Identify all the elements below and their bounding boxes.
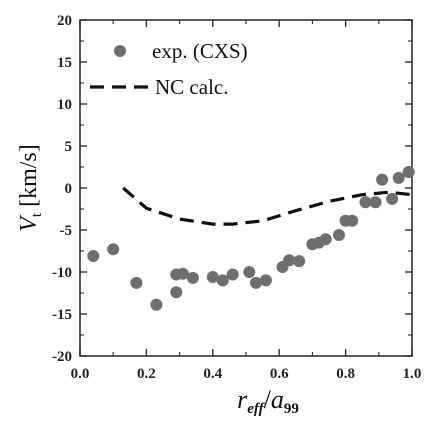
- x-label-sub2: 99: [284, 401, 299, 417]
- data-point: [359, 196, 372, 209]
- data-point: [216, 274, 229, 287]
- data-point: [170, 286, 183, 299]
- x-tick-label: 0.0: [71, 366, 90, 382]
- x-axis-ticks: 0.0 0.2 0.4 0.6 0.8 1.0: [71, 20, 422, 382]
- data-point: [107, 243, 120, 256]
- y-tick-label: 10: [57, 97, 72, 113]
- data-point: [346, 214, 359, 227]
- legend-label-nc: NC calc.: [155, 75, 228, 99]
- data-point: [250, 276, 262, 289]
- data-point: [259, 274, 272, 287]
- data-point: [176, 267, 189, 280]
- x-tick-label: 1.0: [403, 366, 422, 382]
- x-tick-label: 0.2: [137, 366, 156, 382]
- data-point: [87, 250, 100, 262]
- nc-calc-line: [122, 186, 413, 226]
- data-point: [392, 171, 405, 184]
- data-point: [283, 254, 296, 267]
- data-point: [226, 268, 239, 281]
- nc-calc-series: [122, 186, 413, 226]
- y-axis-label: Vt [km/s]: [16, 144, 45, 232]
- x-label-sub: eff: [247, 401, 265, 417]
- y-axis-ticks: -20 -15 -10 -5 0 5 10 15 20: [52, 13, 412, 365]
- y-tick-label: -5: [60, 223, 73, 239]
- data-point: [369, 196, 382, 209]
- legend: exp. (CXS) NC calc.: [90, 39, 248, 99]
- x-axis-label: reff/a99: [237, 385, 299, 417]
- data-point: [293, 255, 306, 268]
- data-point: [333, 229, 345, 241]
- x-label-sep: /: [264, 385, 272, 414]
- data-point: [206, 271, 219, 283]
- y-label-unit: [km/s]: [16, 144, 42, 213]
- data-point: [319, 233, 332, 246]
- y-tick-label: 15: [57, 55, 72, 71]
- data-point: [386, 192, 399, 205]
- y-tick-label: 5: [65, 139, 73, 155]
- data-point: [150, 298, 163, 311]
- data-point: [402, 166, 415, 178]
- data-point: [243, 266, 256, 278]
- y-tick-label: -15: [52, 307, 72, 323]
- data-point: [186, 271, 199, 284]
- y-label-sub: t: [29, 212, 45, 217]
- x-label-main: r: [237, 385, 248, 414]
- y-tick-label: 0: [65, 181, 73, 197]
- x-tick-label: 0.6: [270, 366, 289, 382]
- y-tick-label: 20: [57, 13, 72, 29]
- x-tick-label: 0.8: [336, 366, 355, 382]
- legend-marker-exp: [114, 45, 126, 57]
- y-tick-label: -20: [52, 349, 72, 365]
- y-label-main: V: [16, 215, 42, 232]
- data-point: [376, 173, 389, 186]
- plot-frame: [79, 19, 413, 357]
- data-point: [130, 276, 143, 289]
- exp-cxs-series: [87, 166, 415, 311]
- legend-label-exp: exp. (CXS): [152, 39, 248, 63]
- x-tick-label: 0.4: [203, 366, 222, 382]
- y-tick-label: -10: [52, 265, 72, 281]
- x-label-main2: a: [271, 385, 284, 414]
